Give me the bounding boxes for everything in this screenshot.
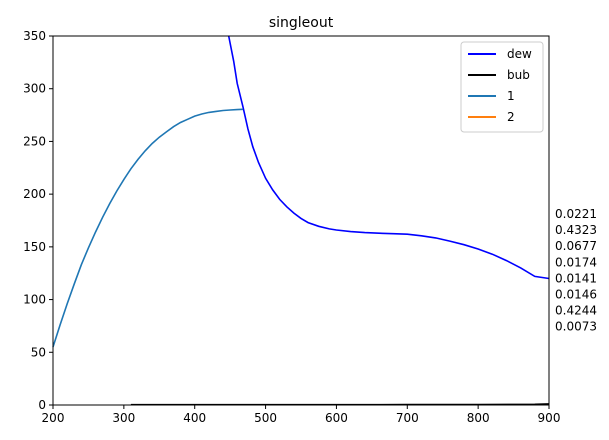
y-tick-label: 50 (31, 345, 46, 359)
x-tick-label: 300 (112, 411, 135, 425)
plot-frame (52, 35, 550, 406)
side-annotation: 0.4323 (555, 223, 597, 237)
series-line-dew (227, 35, 550, 280)
x-tick-label: 700 (396, 411, 419, 425)
legend-label-2: 2 (507, 110, 515, 124)
side-annotation: 0.0073 (555, 320, 597, 334)
x-axis: 200 300 400 500 600 700 800 900 (42, 405, 561, 425)
series-line-1 (52, 108, 243, 348)
legend: dew bub 1 2 (460, 41, 544, 133)
legend-label-bub: bub (507, 68, 530, 82)
x-tick-label: 800 (467, 411, 490, 425)
x-tick-label: 200 (42, 411, 65, 425)
legend-box (460, 41, 544, 133)
y-axis: 0 50 100 150 200 250 300 350 (23, 29, 53, 412)
x-tick-label: 900 (538, 411, 561, 425)
y-tick-label: 300 (23, 82, 46, 96)
side-annotation: 0.0146 (555, 288, 597, 302)
chart-title: singleout (269, 15, 334, 31)
y-tick-label: 100 (23, 293, 46, 307)
side-annotation: 0.0677 (555, 239, 597, 253)
legend-label-dew: dew (507, 47, 532, 61)
x-tick-label: 500 (254, 411, 277, 425)
legend-label-1: 1 (507, 89, 515, 103)
side-annotation: 0.0174 (555, 255, 597, 269)
x-tick-label: 400 (183, 411, 206, 425)
side-annotations: 0.0221 0.4323 0.0677 0.0174 0.0141 0.0146 0.42… (555, 207, 597, 334)
y-tick-label: 250 (23, 134, 46, 148)
side-annotation: 0.4244 (555, 304, 597, 318)
y-tick-label: 200 (23, 187, 46, 201)
y-tick-label: 0 (38, 398, 46, 412)
x-tick-label: 600 (325, 411, 348, 425)
side-annotation: 0.0221 (555, 207, 597, 221)
y-tick-label: 350 (23, 29, 46, 43)
side-annotation: 0.0141 (555, 271, 597, 285)
y-tick-label: 150 (23, 240, 46, 254)
